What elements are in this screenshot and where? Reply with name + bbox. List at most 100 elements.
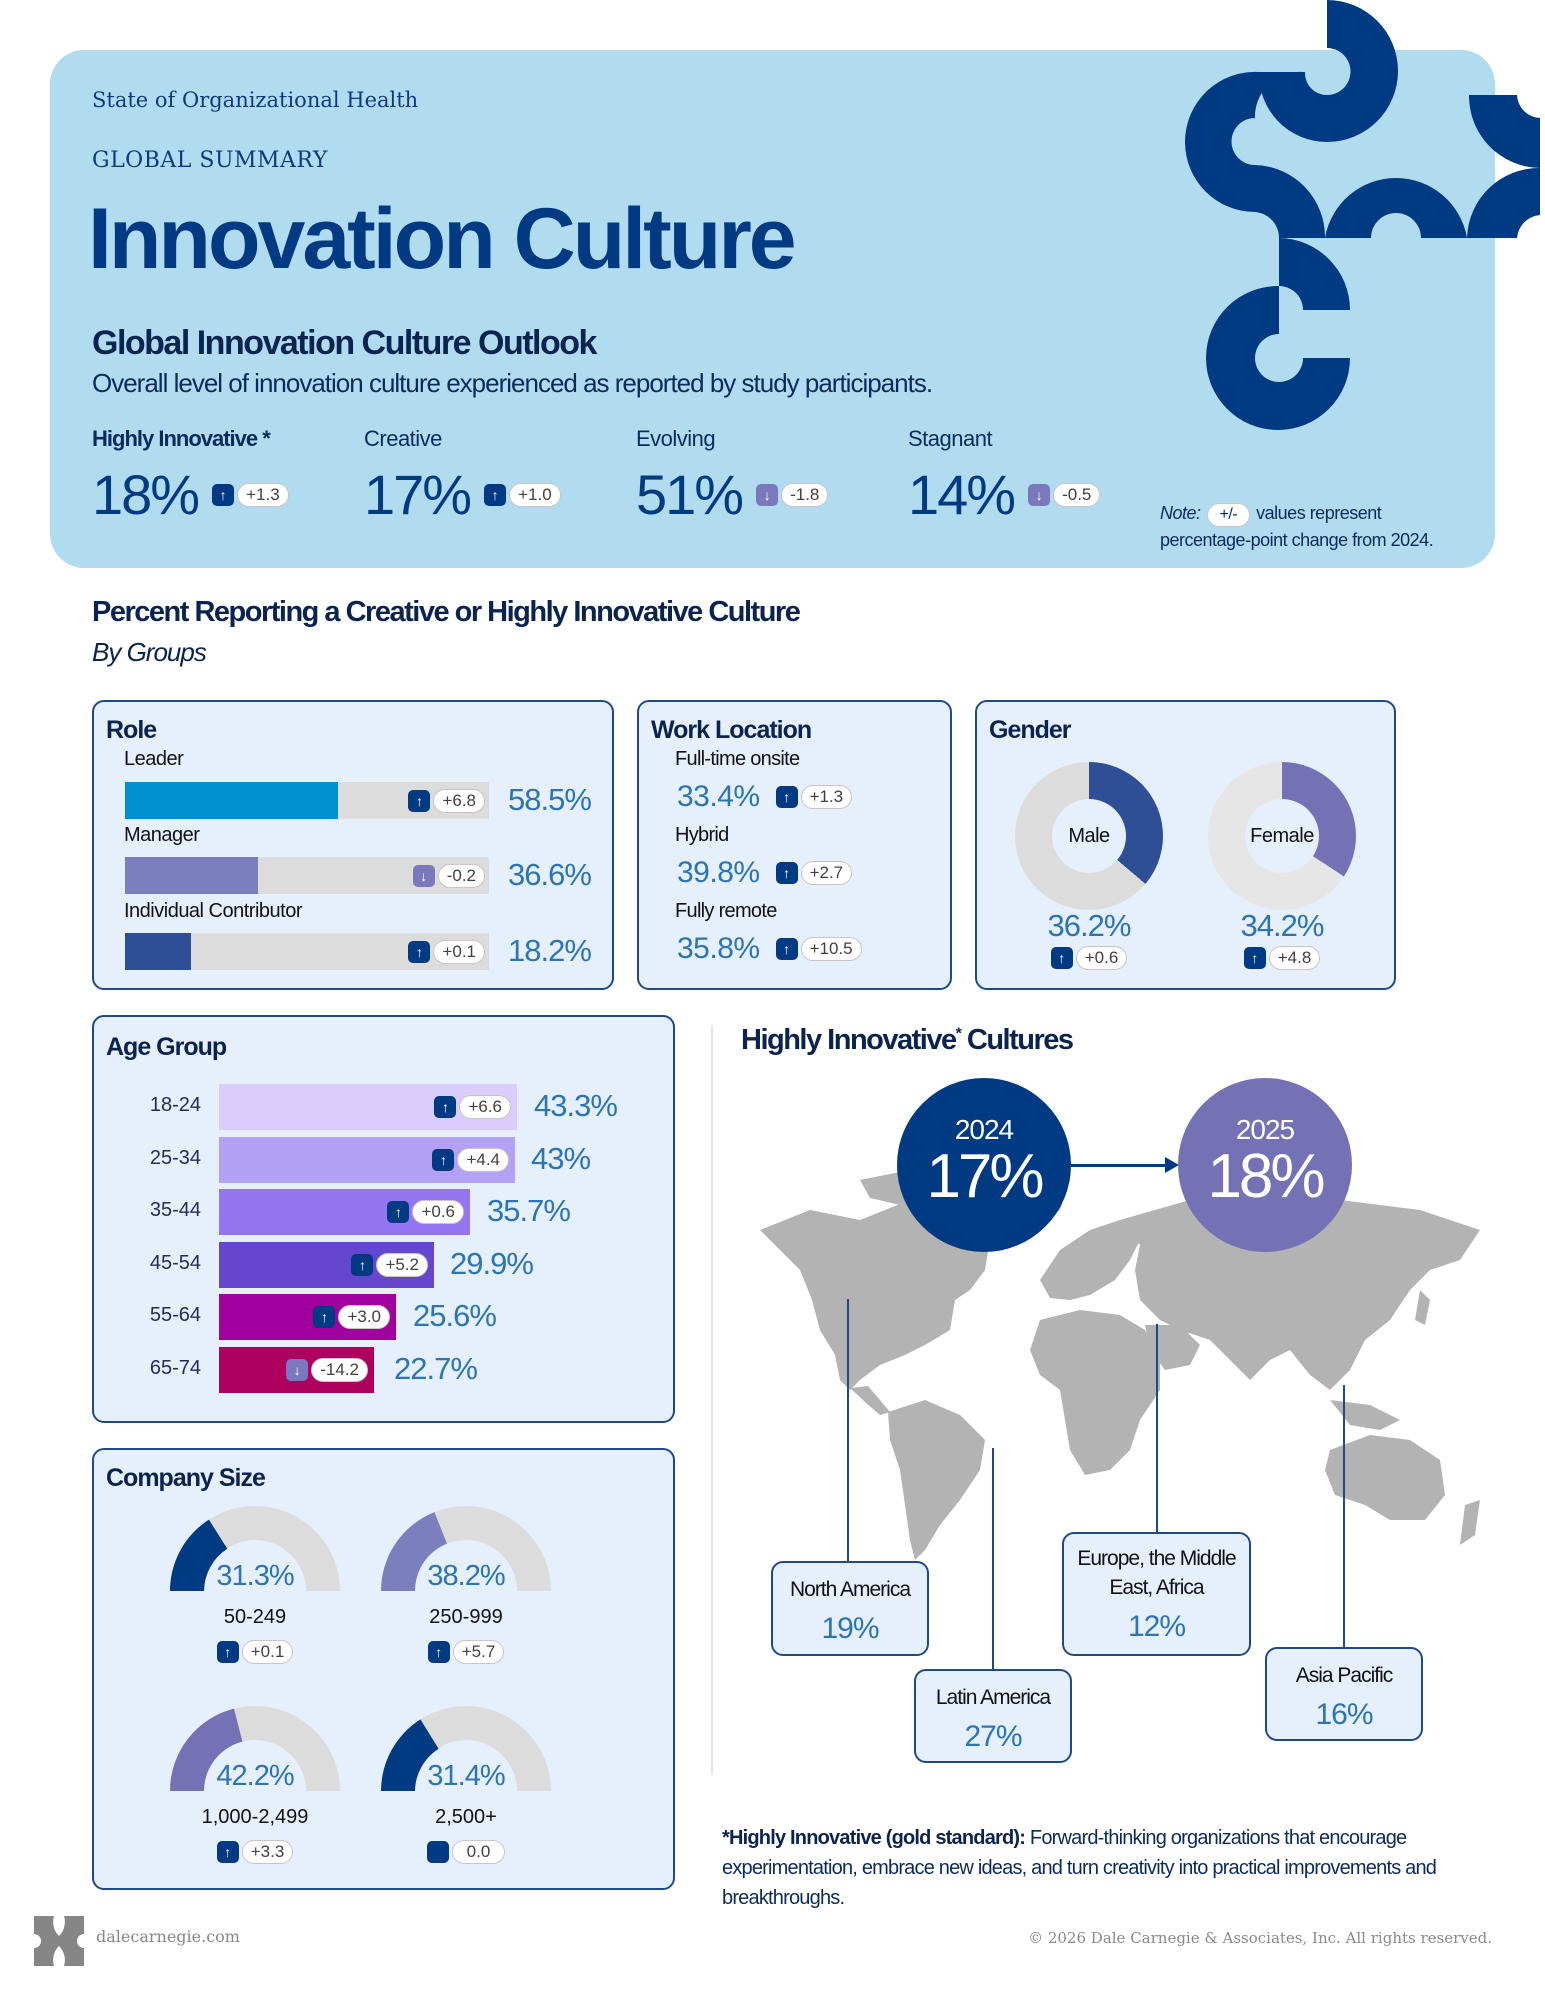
region-asia-pacific: Asia Pacific 16% [1265, 1647, 1423, 1741]
year-label: 2025 [1235, 1114, 1295, 1145]
arrow-down-icon: ↓ [756, 483, 779, 506]
region-name: Latin America [935, 1686, 1051, 1709]
gauge-value: 31.4% [427, 1760, 505, 1792]
arrow-up-icon: ↑ [408, 790, 431, 812]
change-pill: +4.4 [457, 1148, 509, 1172]
arrow-up-icon: ↑ [775, 862, 798, 884]
note-text-2: percentage-point change from 2024. [1160, 530, 1434, 550]
gauge-1000-2499 [170, 1706, 340, 1791]
metric-evolving: Evolving 51% ↓ -1.8 [636, 426, 829, 527]
age-group-panel: Age Group 18-24 ↑ +6.6 43.3% 25-34 ↑ +4.4 … [92, 1015, 675, 1423]
arrow-up-icon: ↑ [408, 941, 431, 963]
change-pill: +10.5 [800, 937, 862, 961]
work-value: 39.8% [677, 856, 760, 889]
region-value: 27% [964, 1720, 1022, 1753]
callout-line-asia-pacific [1343, 1385, 1345, 1655]
no-change-icon [426, 1841, 449, 1863]
panel-title: Role [106, 716, 157, 744]
gauge-50-249 [170, 1506, 340, 1591]
age-row: 18-24 ↑ +6.6 43.3% [94, 1084, 673, 1130]
donut-label: Female [1245, 799, 1319, 873]
age-bar: ↑ +0.6 [219, 1189, 470, 1235]
hi-title-suffix: Cultures [960, 1024, 1074, 1056]
change-pill: +2.7 [800, 861, 853, 885]
groups-subtitle: By Groups [92, 637, 207, 667]
age-label: 65-74 [149, 1357, 201, 1379]
report-kicker: State of Organizational Health [92, 88, 419, 112]
footnote-term: *Highly Innovative (gold standard): [722, 1827, 1026, 1849]
change-pill: +5.2 [376, 1253, 428, 1277]
arrow-right-icon [1165, 1157, 1179, 1173]
panel-title: Age Group [106, 1033, 227, 1061]
region-emea: Europe, the Middle East, Africa 12% [1062, 1532, 1251, 1656]
groups-title: Percent Reporting a Creative or Highly I… [92, 596, 801, 628]
callout-line-north-america [847, 1299, 849, 1575]
panel-title: Gender [989, 716, 1072, 744]
footnote-text: Forward-thinking organizations that enco… [722, 1827, 1437, 1909]
year-2024-circle: 2024 17% [897, 1078, 1071, 1252]
donut-female: Female [1208, 762, 1356, 910]
arrow-up-icon: ↑ [351, 1254, 374, 1276]
role-value: 18.2% [508, 933, 592, 968]
outlook-title: Global Innovation Culture Outlook [92, 324, 597, 362]
note-text: values represent [1256, 503, 1382, 523]
year-label: 2024 [954, 1114, 1014, 1145]
metric-label: Evolving [636, 426, 716, 451]
region-name: Asia Pacific [1295, 1664, 1394, 1687]
year-value: 18% [1207, 1142, 1325, 1211]
role-value: 36.6% [508, 857, 592, 892]
panel-title: Company Size [106, 1464, 266, 1492]
company-size-panel: Company Size 31.3% 50-249 ↑ +0.1 38.2% 25… [92, 1448, 675, 1890]
change-pill: +4.8 [1268, 946, 1321, 970]
metric-label: Creative [364, 426, 442, 451]
change-pill: +3.0 [338, 1305, 390, 1329]
gauge-value: 38.2% [427, 1560, 505, 1592]
note-prefix: Note: [1160, 503, 1201, 523]
age-row: 55-64 ↑ +3.0 25.6% [94, 1294, 673, 1340]
change-pill: -1.8 [781, 482, 829, 507]
dale-carnegie-logo-icon [34, 1916, 84, 1966]
age-bar: ↑ +6.6 [219, 1084, 517, 1130]
arrow-up-icon: ↑ [313, 1306, 336, 1328]
change-pill: +3.3 [241, 1840, 294, 1864]
gender-value: 36.2% [1047, 908, 1132, 943]
region-name: Europe, the Middle East, Africa [1077, 1547, 1236, 1599]
region-value: 16% [1315, 1698, 1373, 1731]
highly-innovative-title: Highly Innovative* Cultures [741, 1024, 1074, 1057]
gauge-label: 1,000-2,499 [201, 1806, 309, 1828]
change-pill: 0.0 [451, 1840, 506, 1864]
change-pill: -0.2 [437, 864, 485, 888]
metric-value: 51% [636, 463, 744, 526]
change-pill: +5.7 [452, 1640, 505, 1664]
arrow-up-icon: ↑ [216, 1841, 239, 1863]
arrow-up-icon: ↑ [212, 483, 235, 506]
age-row: 35-44 ↑ +0.6 35.7% [94, 1189, 673, 1235]
trend-arrow-line [1071, 1164, 1171, 1167]
age-value: 22.7% [394, 1351, 478, 1386]
region-north-america: North America 19% [771, 1561, 929, 1656]
year-value: 17% [926, 1142, 1044, 1211]
bar-fill [125, 782, 338, 819]
change-pill: +6.6 [459, 1095, 511, 1119]
role-bar-leader: ↑ +6.8 [125, 782, 489, 819]
role-label: Individual Contributor [124, 900, 303, 922]
website-link[interactable]: dalecarnegie.com [96, 1927, 240, 1946]
region-name: North America [789, 1578, 911, 1601]
work-value: 35.8% [677, 932, 760, 965]
arrow-up-icon: ↑ [1050, 947, 1073, 969]
role-label: Manager [124, 824, 200, 846]
arrow-up-icon: ↑ [1243, 947, 1266, 969]
note-pill: +/- [1206, 503, 1251, 527]
callout-line-emea [1156, 1324, 1158, 1534]
age-value: 35.7% [487, 1193, 571, 1228]
arrow-up-icon: ↑ [775, 786, 798, 808]
metric-creative: Creative 17% ↑ +1.0 [364, 426, 561, 527]
metric-label: Stagnant [908, 426, 993, 451]
role-label: Leader [124, 748, 184, 770]
arrow-up-icon: ↑ [775, 938, 798, 960]
age-bar: ↑ +5.2 [219, 1242, 434, 1288]
gauge-label: 2,500+ [435, 1806, 497, 1828]
age-label: 55-64 [149, 1304, 201, 1326]
change-note: Note: +/- values represent percentage-poin… [1160, 500, 1434, 553]
role-bar-manager: ↓ -0.2 [125, 857, 489, 894]
